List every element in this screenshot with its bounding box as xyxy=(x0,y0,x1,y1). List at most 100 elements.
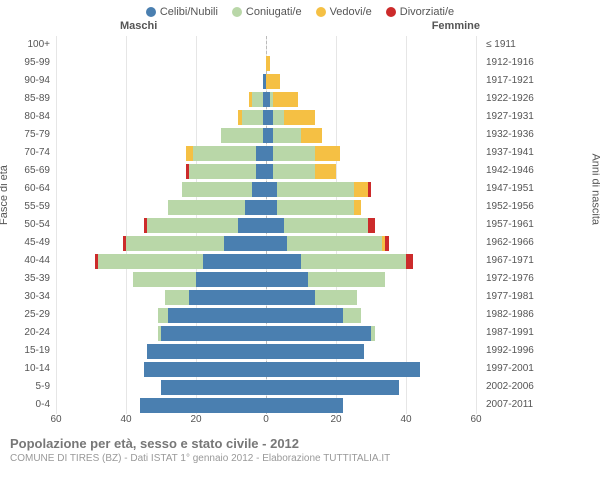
year-label: 1952-1956 xyxy=(486,201,534,212)
chart-area: Fasce di età Anni di nascita 100+≤ 19119… xyxy=(0,36,600,414)
bar-segment xyxy=(343,308,361,323)
bar-segment xyxy=(186,146,193,161)
year-label: 1957-1961 xyxy=(486,219,534,230)
bar-segment xyxy=(284,218,368,233)
bar-segment xyxy=(203,254,266,269)
legend-swatch xyxy=(232,7,242,17)
male-bar xyxy=(147,344,266,359)
bar-segment xyxy=(277,182,354,197)
bar-segment xyxy=(266,74,280,89)
age-label: 65-69 xyxy=(0,165,50,176)
bar-segment xyxy=(406,254,413,269)
legend-item: Celibi/Nubili xyxy=(146,6,218,18)
bar-segment xyxy=(266,128,273,143)
age-label: 15-19 xyxy=(0,345,50,356)
bar-segment xyxy=(224,236,266,251)
male-bar xyxy=(144,218,267,233)
female-bar xyxy=(266,110,315,125)
y-axis-right-title: Anni di nascita xyxy=(590,153,600,225)
male-bar xyxy=(186,146,267,161)
legend-item: Divorziati/e xyxy=(386,6,454,18)
bar-segment xyxy=(252,92,263,107)
grid-line xyxy=(56,36,57,414)
footer: Popolazione per età, sesso e stato civil… xyxy=(0,430,600,464)
bar-segment xyxy=(385,236,389,251)
male-bar xyxy=(182,182,266,197)
age-label: 25-29 xyxy=(0,309,50,320)
x-tick: 60 xyxy=(50,414,61,425)
legend-label: Vedovi/e xyxy=(330,6,372,18)
male-header: Maschi xyxy=(120,20,157,32)
bar-segment xyxy=(168,308,266,323)
bar-segment xyxy=(256,146,267,161)
bar-segment xyxy=(315,146,340,161)
bar-segment xyxy=(98,254,203,269)
bar-segment xyxy=(238,218,266,233)
bar-segment xyxy=(266,362,420,377)
bar-segment xyxy=(266,110,273,125)
x-tick: 20 xyxy=(190,414,201,425)
plot xyxy=(56,36,476,414)
bar-segment xyxy=(266,254,301,269)
male-bar xyxy=(186,164,267,179)
female-bar xyxy=(266,146,340,161)
x-tick: 40 xyxy=(120,414,131,425)
age-label: 0-4 xyxy=(0,399,50,410)
bar-segment xyxy=(368,182,372,197)
bar-segment xyxy=(161,326,266,341)
bar-segment xyxy=(242,110,263,125)
age-label: 30-34 xyxy=(0,291,50,302)
bar-segment xyxy=(193,146,256,161)
age-label: 60-64 xyxy=(0,183,50,194)
chart-title: Popolazione per età, sesso e stato civil… xyxy=(10,436,590,451)
bar-segment xyxy=(273,92,298,107)
male-bar xyxy=(95,254,267,269)
male-bar xyxy=(144,362,267,377)
female-bar xyxy=(266,254,413,269)
bar-segment xyxy=(266,326,371,341)
bar-segment xyxy=(161,380,266,395)
bar-segment xyxy=(182,182,252,197)
year-label: 1972-1976 xyxy=(486,273,534,284)
bar-segment xyxy=(273,110,284,125)
age-label: 5-9 xyxy=(0,381,50,392)
year-label: 1947-1951 xyxy=(486,183,534,194)
male-bar xyxy=(161,380,266,395)
grid-line xyxy=(476,36,477,414)
female-bar xyxy=(266,380,399,395)
male-bar xyxy=(133,272,266,287)
age-label: 45-49 xyxy=(0,237,50,248)
bar-segment xyxy=(277,200,354,215)
bar-segment xyxy=(256,164,267,179)
bar-segment xyxy=(301,254,406,269)
bar-segment xyxy=(196,272,266,287)
bar-segment xyxy=(266,164,273,179)
year-label: 1927-1931 xyxy=(486,111,534,122)
female-bar xyxy=(266,398,343,413)
bar-segment xyxy=(147,218,238,233)
female-header: Femmine xyxy=(432,20,480,32)
bar-segment xyxy=(308,272,385,287)
bar-segment xyxy=(147,344,266,359)
year-label: 1992-1996 xyxy=(486,345,534,356)
legend-item: Vedovi/e xyxy=(316,6,372,18)
female-bar xyxy=(266,56,270,71)
bar-segment xyxy=(266,182,277,197)
year-label: 1917-1921 xyxy=(486,75,534,86)
male-bar xyxy=(249,92,267,107)
age-label: 10-14 xyxy=(0,363,50,374)
bar-segment xyxy=(266,218,284,233)
year-label: 1982-1986 xyxy=(486,309,534,320)
age-label: 70-74 xyxy=(0,147,50,158)
bar-segment xyxy=(266,290,315,305)
year-label: 1962-1966 xyxy=(486,237,534,248)
year-label: 1932-1936 xyxy=(486,129,534,140)
year-label: 2007-2011 xyxy=(486,399,533,410)
column-headers: Maschi Femmine xyxy=(0,20,600,36)
bar-segment xyxy=(273,128,301,143)
bar-segment xyxy=(368,218,375,233)
male-bar xyxy=(221,128,267,143)
male-bar xyxy=(123,236,267,251)
female-bar xyxy=(266,164,336,179)
bar-segment xyxy=(266,200,277,215)
